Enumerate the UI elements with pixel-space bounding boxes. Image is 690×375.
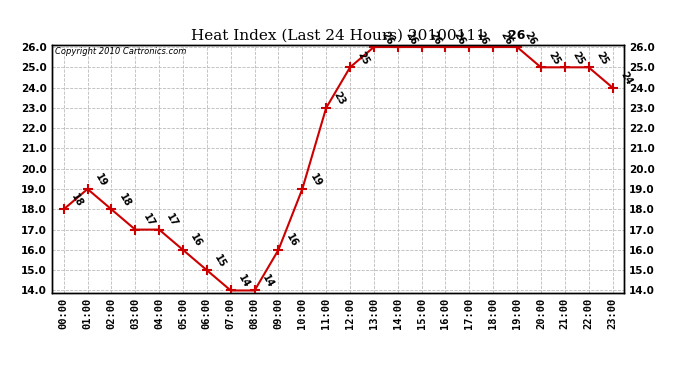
Text: 17: 17 — [141, 212, 156, 229]
Text: 16: 16 — [284, 232, 299, 249]
Text: 26: 26 — [475, 30, 491, 46]
Text: 14: 14 — [260, 273, 275, 290]
Text: 17: 17 — [165, 212, 180, 229]
Text: 25: 25 — [546, 50, 562, 66]
Text: 24: 24 — [618, 70, 633, 87]
Text: 15: 15 — [213, 253, 228, 269]
Text: 25: 25 — [594, 50, 610, 66]
Text: 26: 26 — [499, 30, 514, 46]
Text: 23: 23 — [332, 90, 347, 107]
Text: 25: 25 — [571, 50, 586, 66]
Text: 26: 26 — [380, 30, 395, 46]
Text: 26: 26 — [509, 29, 526, 42]
Text: 16: 16 — [188, 232, 204, 249]
Text: 19: 19 — [93, 172, 108, 188]
Title: Heat Index (Last 24 Hours) 20100111: Heat Index (Last 24 Hours) 20100111 — [190, 28, 486, 42]
Text: 26: 26 — [451, 30, 466, 46]
Text: 18: 18 — [117, 192, 132, 208]
Text: 14: 14 — [236, 273, 252, 290]
Text: 19: 19 — [308, 172, 324, 188]
Text: 18: 18 — [69, 192, 85, 208]
Text: 26: 26 — [427, 30, 442, 46]
Text: 25: 25 — [355, 50, 371, 66]
Text: 26: 26 — [404, 30, 419, 46]
Text: Copyright 2010 Cartronics.com: Copyright 2010 Cartronics.com — [55, 48, 186, 57]
Text: 26: 26 — [522, 30, 538, 46]
